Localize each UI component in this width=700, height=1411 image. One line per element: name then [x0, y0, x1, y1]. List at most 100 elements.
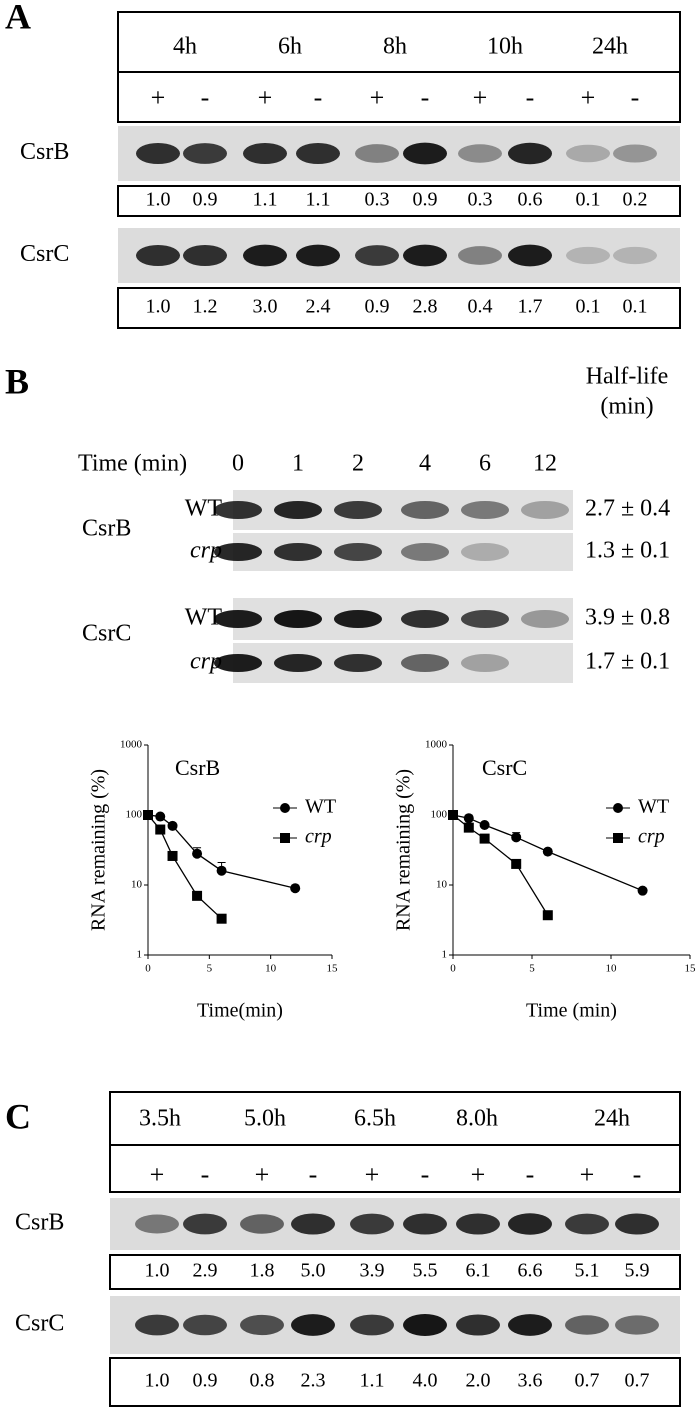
x-tick-label: 15 — [327, 963, 339, 975]
legend-label: WT — [305, 796, 336, 818]
treatment-sign: - — [631, 83, 640, 112]
band-value: 0.3 — [468, 189, 493, 211]
band — [296, 142, 340, 165]
rna-label: CsrB — [82, 516, 131, 542]
band — [243, 244, 287, 267]
legend-label: crp — [638, 826, 665, 848]
band-value: 1.1 — [360, 1370, 385, 1392]
y-tick-label: 100 — [126, 809, 143, 821]
x-tick-label: 15 — [685, 963, 697, 975]
half-life-header: Half-life — [586, 364, 669, 390]
row-label: CsrB — [15, 1210, 64, 1236]
marker — [216, 913, 227, 924]
marker — [290, 883, 301, 894]
treatment-sign: - — [421, 83, 430, 112]
x-tick-label: 5 — [529, 963, 535, 975]
band — [508, 1314, 552, 1336]
marker — [448, 810, 458, 820]
band — [296, 244, 340, 267]
band-value: 0.7 — [625, 1370, 650, 1392]
time-label: 6 — [479, 451, 491, 477]
legend-marker — [613, 803, 623, 813]
time-label: 6h — [278, 34, 302, 60]
band — [135, 1314, 179, 1336]
band — [274, 543, 322, 561]
time-label: 6.5h — [354, 1106, 396, 1132]
chart-title: CsrB — [175, 755, 220, 780]
band-value: 0.1 — [623, 296, 648, 318]
band — [240, 1214, 284, 1234]
band — [403, 142, 447, 165]
band — [458, 144, 502, 163]
band-value: 0.7 — [575, 1370, 600, 1392]
panel-label: B — [5, 361, 29, 401]
band-value: 1.1 — [306, 189, 331, 211]
marker — [511, 832, 522, 843]
band — [565, 1213, 609, 1235]
band-value: 5.5 — [413, 1260, 438, 1282]
time-label: 0 — [232, 451, 244, 477]
band-value: 1.8 — [250, 1260, 275, 1282]
band-value: 5.0 — [301, 1260, 326, 1282]
y-tick-label: 1000 — [425, 739, 448, 751]
time-label: 5.0h — [244, 1106, 286, 1132]
time-label: 2 — [352, 451, 364, 477]
treatment-sign: + — [471, 1160, 486, 1189]
time-label: 4h — [173, 34, 197, 60]
band — [214, 543, 262, 561]
treatment-sign: + — [580, 1160, 595, 1189]
treatment-sign: - — [526, 1160, 535, 1189]
y-tick-label: 100 — [431, 809, 448, 821]
band-value: 0.9 — [193, 1370, 218, 1392]
band-value: 1.2 — [193, 296, 218, 318]
x-tick-label: 0 — [145, 963, 151, 975]
band — [291, 1213, 335, 1235]
marker — [511, 858, 522, 869]
band-value: 6.6 — [518, 1260, 543, 1282]
band — [461, 543, 509, 561]
row-label: CsrB — [20, 139, 69, 165]
band-value: 1.0 — [145, 1370, 170, 1392]
band — [274, 654, 322, 672]
time-label: 24h — [594, 1106, 630, 1132]
band — [401, 543, 449, 561]
treatment-sign: - — [309, 1160, 318, 1189]
band — [355, 245, 399, 266]
band-value: 3.9 — [360, 1260, 385, 1282]
treatment-sign: - — [201, 1160, 210, 1189]
value-box — [117, 185, 681, 217]
strain-label: crp — [190, 649, 222, 675]
y-tick-label: 1 — [137, 949, 143, 961]
treatment-sign: + — [473, 83, 488, 112]
x-tick-label: 0 — [450, 963, 456, 975]
treatment-sign: - — [314, 83, 323, 112]
band — [274, 610, 322, 628]
row-label: CsrC — [15, 1311, 64, 1337]
time-label: 1 — [292, 451, 304, 477]
half-life: 1.7 ± 0.1 — [585, 649, 670, 675]
time-axis-label: Time (min) — [78, 451, 187, 477]
band — [403, 1314, 447, 1336]
marker — [479, 833, 490, 844]
half-life: 2.7 ± 0.4 — [585, 496, 670, 522]
band-value: 6.1 — [466, 1260, 491, 1282]
band-value: 0.6 — [518, 189, 543, 211]
band — [508, 1213, 552, 1235]
band — [183, 143, 227, 164]
time-label: 8.0h — [456, 1106, 498, 1132]
band — [350, 1314, 394, 1336]
band — [565, 1315, 609, 1335]
band-value: 2.0 — [466, 1370, 491, 1392]
time-label: 4 — [419, 451, 431, 477]
band — [615, 1213, 659, 1235]
half-life: 3.9 ± 0.8 — [585, 605, 670, 631]
legend-marker — [280, 833, 290, 843]
legend-label: crp — [305, 826, 332, 848]
marker — [167, 820, 178, 831]
time-label: 10h — [487, 34, 523, 60]
band — [508, 142, 552, 165]
band — [355, 144, 399, 163]
treatment-sign: + — [258, 83, 273, 112]
panel-label: C — [5, 1096, 31, 1136]
band-value: 3.0 — [253, 296, 278, 318]
